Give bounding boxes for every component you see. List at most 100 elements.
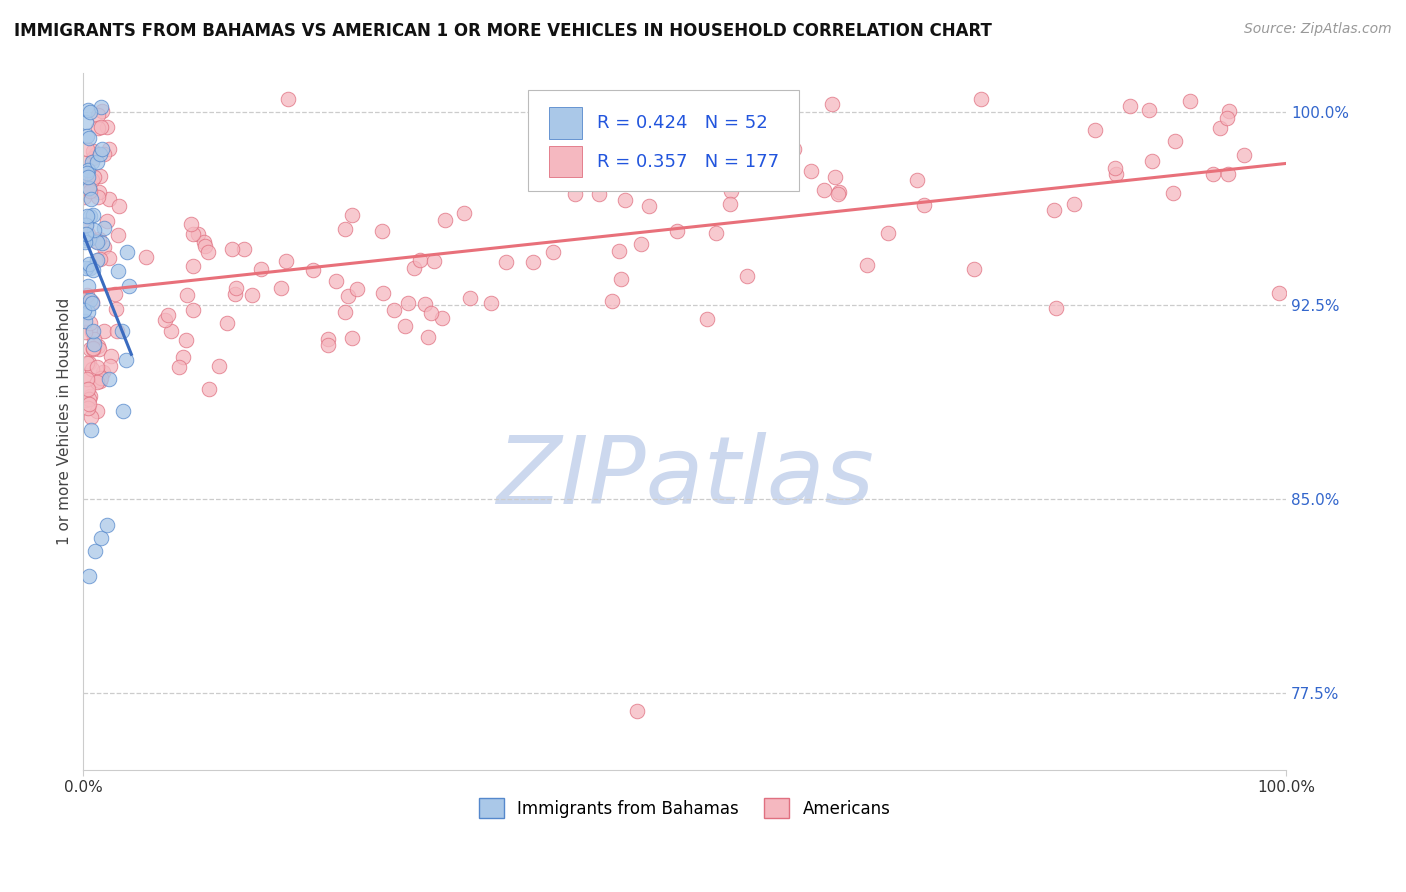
Point (1161, 186, 1184, 200)
Point (76, 103, 98, 117)
Point (666, 224, 689, 238)
Point (111, 404, 134, 418)
Point (1202, 167, 1225, 181)
Text: IMMIGRANTS FROM BAHAMAS VS AMERICAN 1 OR MORE VEHICLES IN HOUSEHOLD CORRELATION : IMMIGRANTS FROM BAHAMAS VS AMERICAN 1 OR… (14, 22, 993, 40)
Point (104, 287, 127, 301)
Point (111, 324, 134, 338)
Point (82, 209, 104, 223)
Point (90, 370, 112, 384)
Point (969, 92, 991, 106)
Point (80, 192, 103, 206)
Point (423, 253, 446, 268)
Point (197, 245, 219, 260)
Point (86, 375, 108, 389)
Point (79, 232, 101, 246)
Point (82, 144, 104, 158)
Point (1216, 168, 1239, 182)
Point (107, 227, 129, 242)
Point (82, 263, 104, 277)
Point (82, 324, 104, 338)
Point (963, 261, 986, 276)
Point (1083, 123, 1105, 137)
Point (637, 173, 659, 187)
Point (250, 262, 273, 277)
Point (800, 164, 823, 178)
Text: R = 0.357   N = 177: R = 0.357 N = 177 (596, 153, 779, 170)
Point (652, 120, 675, 135)
Point (225, 281, 247, 295)
Point (72, 172, 94, 186)
Point (1218, 104, 1240, 119)
Point (73, 156, 96, 170)
Point (76, 288, 98, 302)
Point (118, 278, 141, 293)
Point (194, 238, 217, 252)
Point (115, 244, 138, 259)
Point (104, 301, 127, 316)
Point (98, 359, 121, 373)
Point (86, 108, 108, 122)
Point (1216, 111, 1239, 125)
Point (783, 142, 806, 156)
Point (541, 244, 564, 259)
Point (96, 120, 118, 134)
Point (115, 352, 138, 367)
Point (77, 227, 100, 241)
Text: R = 0.424   N = 52: R = 0.424 N = 52 (596, 114, 768, 132)
Point (828, 185, 851, 199)
Point (274, 254, 297, 268)
Point (87, 232, 110, 246)
Point (98, 142, 121, 156)
Point (84, 543, 107, 558)
Point (905, 173, 928, 187)
Point (221, 242, 243, 256)
Point (270, 281, 292, 295)
Point (588, 186, 610, 201)
Point (90, 531, 112, 545)
Point (169, 359, 191, 374)
Point (172, 350, 194, 364)
Point (96, 517, 118, 532)
Point (86, 403, 108, 417)
Point (76, 372, 98, 386)
Point (73, 189, 96, 203)
Point (90, 120, 112, 134)
Point (93, 146, 115, 161)
Text: ZIPatlas: ZIPatlas (496, 432, 873, 523)
Point (86, 155, 108, 169)
Point (82, 155, 104, 169)
Y-axis label: 1 or more Vehicles in Household: 1 or more Vehicles in Household (58, 298, 72, 545)
Point (824, 169, 846, 184)
Point (342, 208, 364, 222)
Point (75, 368, 97, 382)
Point (495, 254, 517, 268)
Text: Source: ZipAtlas.com: Source: ZipAtlas.com (1244, 22, 1392, 37)
Point (176, 288, 198, 302)
Point (73, 235, 96, 250)
Point (87, 339, 110, 353)
Point (73, 294, 96, 309)
Point (630, 237, 652, 252)
Point (97, 372, 120, 386)
Point (333, 221, 356, 235)
Point (91, 103, 114, 118)
Point (181, 227, 204, 241)
Point (77, 163, 100, 178)
Point (98, 251, 121, 265)
Legend: Immigrants from Bahamas, Americans: Immigrants from Bahamas, Americans (472, 792, 897, 824)
Point (77, 130, 100, 145)
Point (1043, 202, 1066, 217)
FancyBboxPatch shape (529, 90, 799, 192)
Point (77, 356, 100, 370)
Point (77, 397, 100, 411)
Point (83, 336, 105, 351)
Point (813, 183, 835, 197)
Point (758, 176, 780, 190)
Point (419, 306, 441, 320)
Point (77, 279, 100, 293)
Point (638, 199, 661, 213)
Point (82, 325, 104, 339)
Point (1233, 147, 1256, 161)
Point (316, 338, 339, 352)
Point (82, 295, 104, 310)
